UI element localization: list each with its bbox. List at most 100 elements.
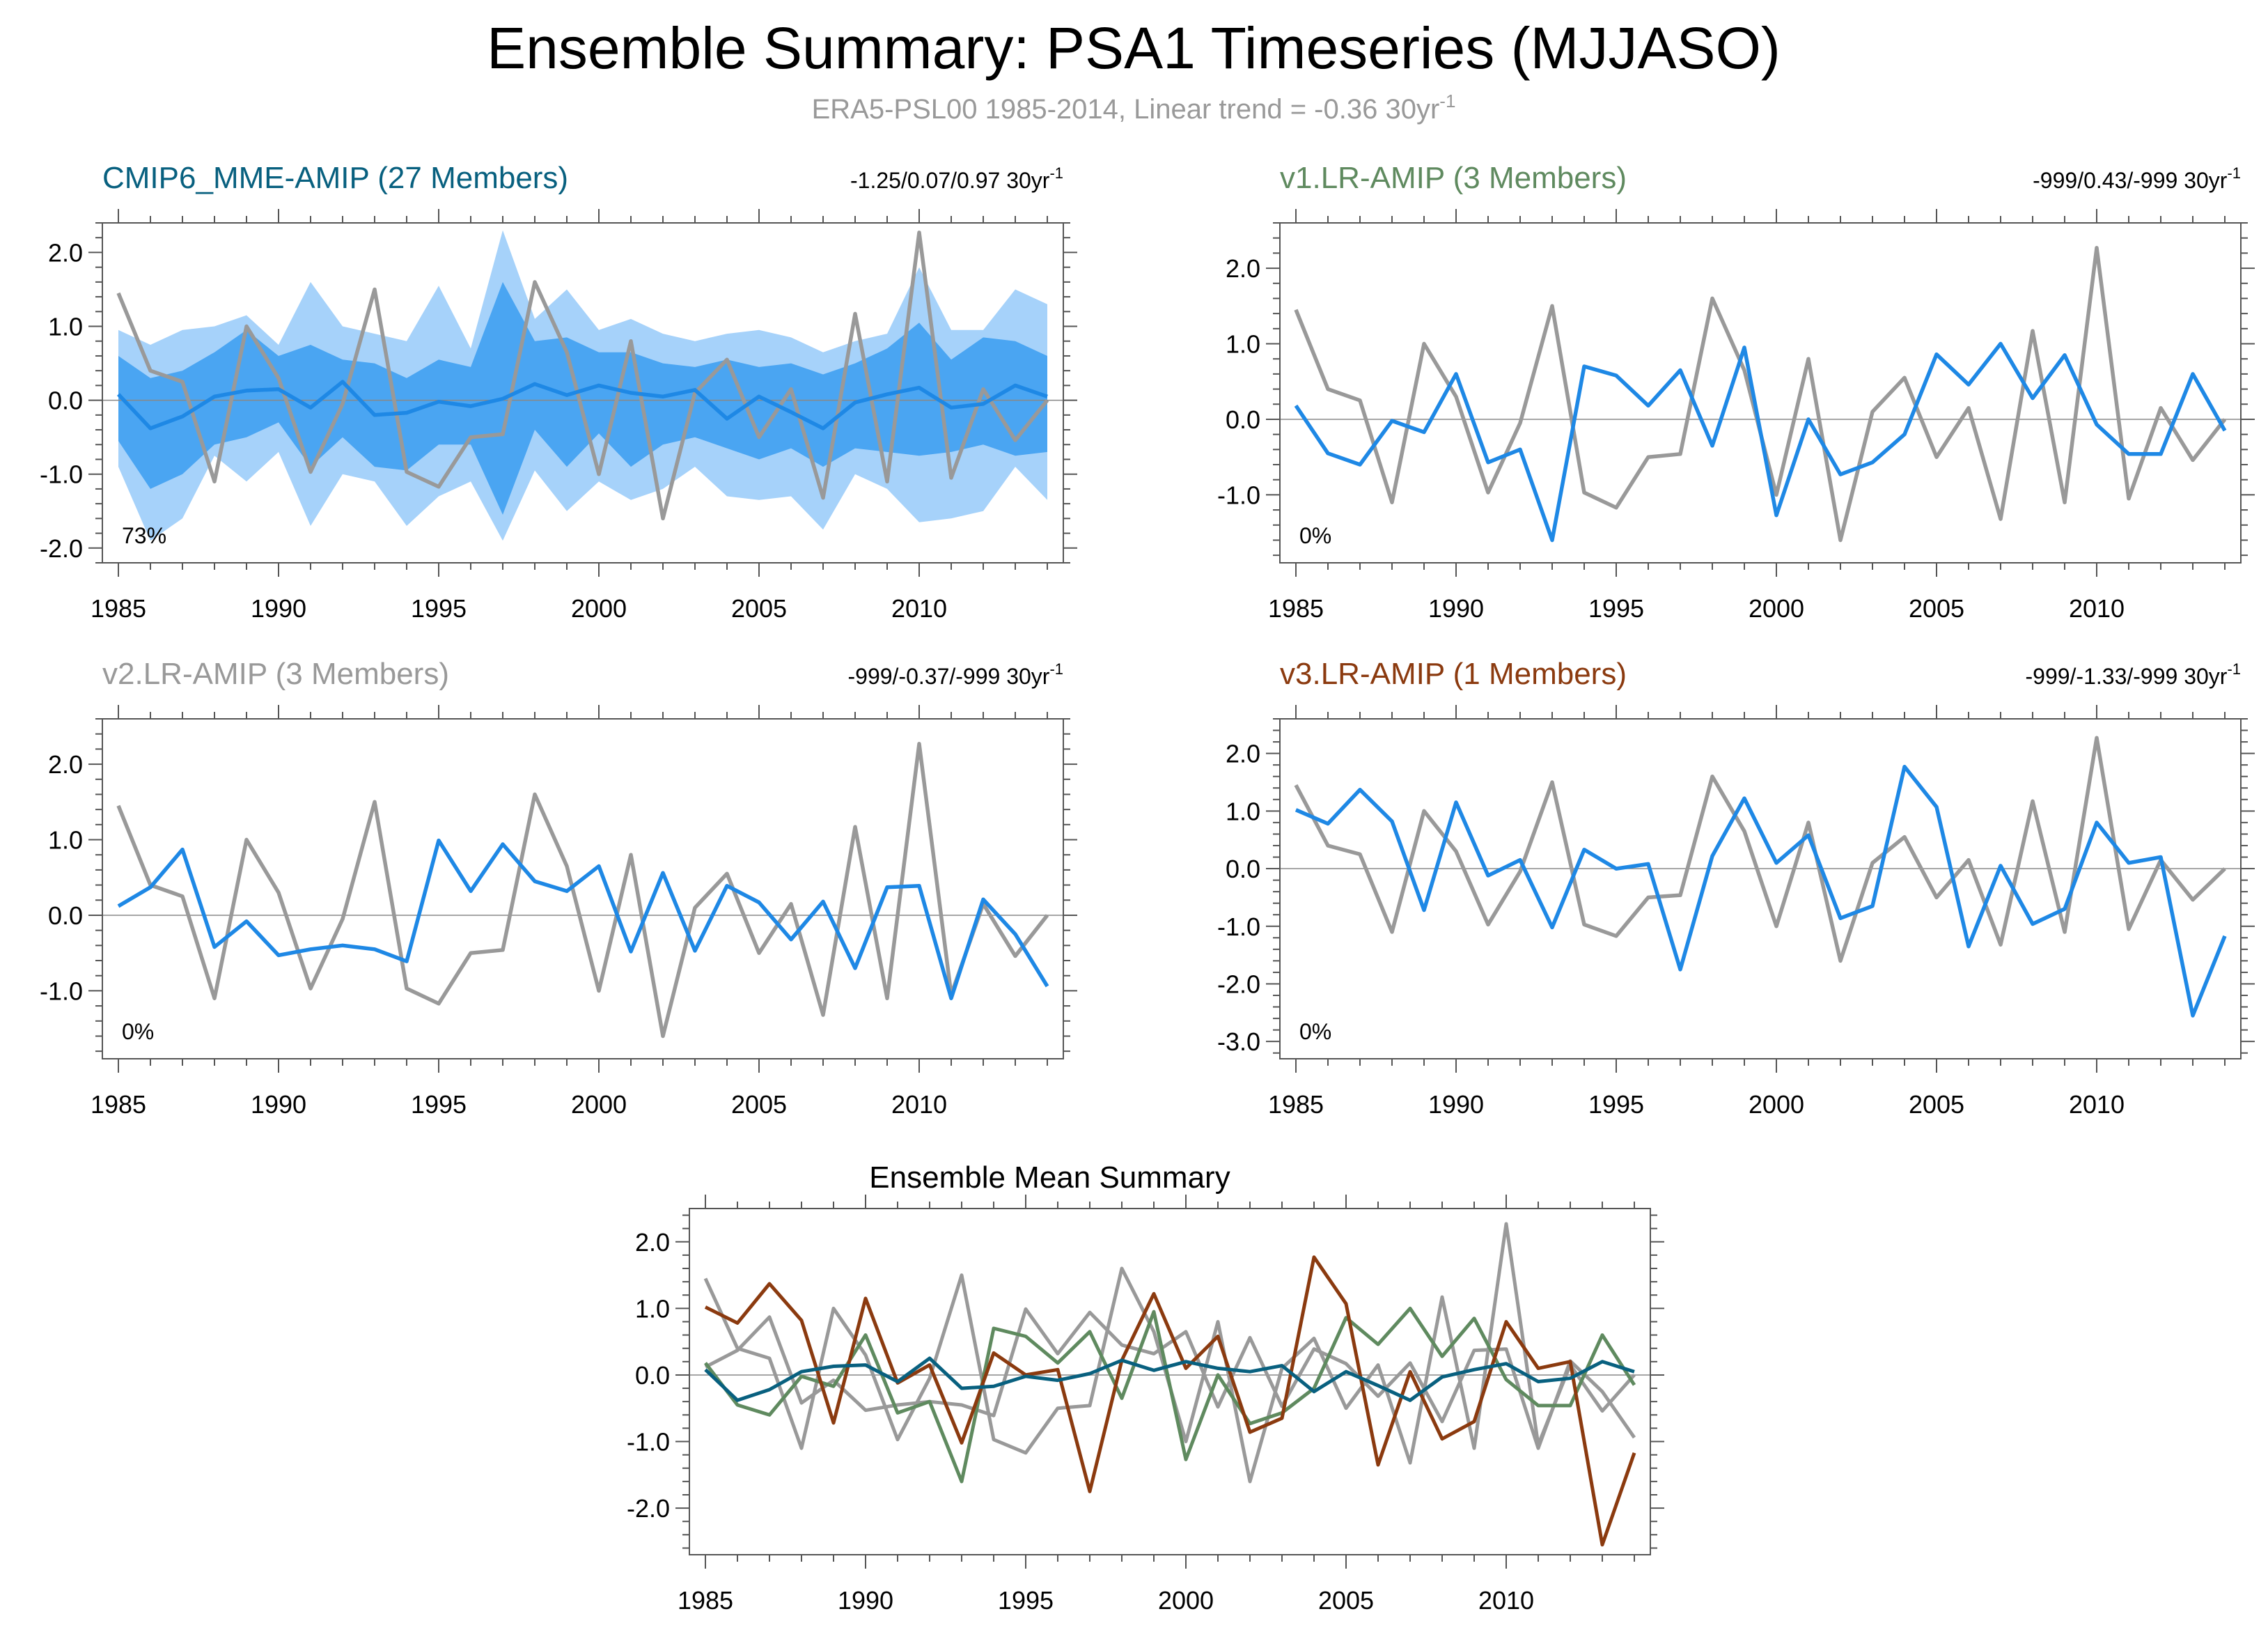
panel-title: v3.LR-AMIP (1 Members) — [1280, 657, 1627, 691]
xtick-label: 1990 — [1428, 594, 1484, 623]
ytick-label: -1.0 — [40, 977, 83, 1005]
ytick-label: 2.0 — [1226, 254, 1260, 283]
panel-title: v2.LR-AMIP (3 Members) — [102, 657, 449, 691]
xtick-label: 2005 — [731, 1090, 787, 1119]
xtick-label: 1995 — [1588, 594, 1644, 623]
ytick-label: -2.0 — [40, 534, 83, 563]
panel-title: CMIP6_MME-AMIP (27 Members) — [102, 161, 568, 195]
spread-band-inner — [118, 281, 1047, 515]
xtick-label: 2000 — [1749, 594, 1804, 623]
xtick-label: 1985 — [91, 594, 146, 623]
ytick-label: 0.0 — [1226, 855, 1260, 883]
series-v3-lr-amip — [1295, 764, 2227, 1018]
ytick-label: 1.0 — [1226, 797, 1260, 825]
plot-frame — [689, 1208, 1651, 1555]
ytick-label: 0.0 — [48, 901, 83, 930]
xtick-label: 2005 — [1909, 594, 1964, 623]
xtick-label: 1990 — [1428, 1090, 1484, 1119]
xtick-label: 2005 — [731, 594, 787, 623]
panel-v3: -3.0 -2.0 -1.0 0.0 1.0 2.0 1985 1990 1995 2000 200… — [1217, 657, 2255, 1119]
percent-label: 0% — [122, 1019, 154, 1044]
xtick-label: 2010 — [891, 1090, 947, 1119]
series-v2-lr-amip — [117, 838, 1049, 1000]
xtick-label: 2010 — [2069, 1090, 2125, 1119]
trend-label: -1.25/0.07/0.97 30yr-1 — [850, 164, 1063, 193]
ytick-label: 2.0 — [48, 750, 83, 779]
percent-label: 73% — [122, 523, 166, 548]
plot-area-cmip6 — [102, 230, 1063, 541]
panel-summary: -2.0 -1.0 0.0 1.0 2.0 1985 1990 1995 2000 2005 201… — [627, 1160, 1664, 1615]
xtick-label: 2005 — [1318, 1586, 1374, 1615]
ytick-label: 1.0 — [48, 826, 83, 855]
ytick-label: 2.0 — [48, 238, 83, 267]
plot-frame — [1279, 718, 2242, 1059]
plot-area-v2 — [102, 742, 1063, 1039]
ytick-label: -2.0 — [627, 1494, 670, 1523]
panel-title: v1.LR-AMIP (3 Members) — [1280, 161, 1627, 195]
plot-area-v3 — [1280, 736, 2241, 1018]
panels-group: -2.0 -1.0 0.0 1.0 2.0 1985 1990 1995 2000 2005 201… — [40, 161, 2255, 1615]
series-v1-lr-amip — [1294, 341, 2227, 543]
series-era5-psl00 — [116, 742, 1049, 1039]
xtick-label: 1990 — [251, 594, 306, 623]
ytick-label: -1.0 — [627, 1428, 670, 1457]
series-era5-psl00 — [116, 231, 1049, 521]
xtick-label: 2000 — [1749, 1090, 1804, 1119]
ytick-label: 0.0 — [635, 1361, 670, 1390]
xtick-label: 1985 — [678, 1586, 733, 1615]
figure-subtitle: ERA5-PSL00 1985-2014, Linear trend = -0.… — [812, 91, 1456, 125]
xtick-label: 2000 — [571, 1090, 627, 1119]
series-cmip6-mme-amip — [704, 1356, 1635, 1402]
panel-v1: -1.0 0.0 1.0 2.0 1985 1990 1995 2000 2005 2010 v1.… — [1217, 161, 2255, 623]
subtitle-main: ERA5-PSL00 1985-2014, Linear trend = -0.… — [812, 94, 1440, 125]
xtick-label: 1985 — [91, 1090, 146, 1119]
ytick-label: -1.0 — [40, 460, 83, 489]
trend-label: -999/-0.37/-999 30yr-1 — [847, 660, 1063, 689]
xtick-label: 1990 — [838, 1586, 893, 1615]
panel-v2: -1.0 0.0 1.0 2.0 1985 1990 1995 2000 2005 2010 v2.… — [40, 657, 1077, 1119]
xtick-label: 1990 — [251, 1090, 306, 1119]
ytick-label: 1.0 — [48, 313, 83, 341]
plot-area-summary — [689, 1222, 1650, 1547]
subtitle-sup: -1 — [1439, 91, 1455, 111]
ytick-label: -1.0 — [1217, 912, 1260, 941]
plot-frame — [102, 718, 1064, 1059]
ytick-label: -3.0 — [1217, 1027, 1260, 1056]
ytick-label: -1.0 — [1217, 481, 1260, 509]
ytick-label: 2.0 — [1226, 740, 1260, 768]
xtick-label: 1985 — [1268, 1090, 1324, 1119]
ytick-label: 2.0 — [635, 1228, 670, 1257]
xtick-label: 2000 — [1158, 1586, 1214, 1615]
trend-label: -999/0.43/-999 30yr-1 — [2033, 164, 2241, 193]
series-era5-psl00 — [1294, 246, 2227, 543]
series-v2-lr-amip — [704, 1307, 1636, 1450]
xtick-label: 2000 — [571, 594, 627, 623]
percent-label: 0% — [1299, 1019, 1331, 1044]
xtick-label: 2010 — [891, 594, 947, 623]
plot-frame — [1279, 222, 2242, 564]
trend-label: -999/-1.33/-999 30yr-1 — [2025, 660, 2241, 689]
panel-cmip6: -2.0 -1.0 0.0 1.0 2.0 1985 1990 1995 2000 2005 201… — [40, 161, 1077, 623]
series-cmip6-mme-amip — [116, 380, 1048, 430]
plot-frame — [102, 222, 1064, 564]
panel-title: Ensemble Mean Summary — [869, 1160, 1230, 1195]
xtick-label: 2005 — [1909, 1090, 1964, 1119]
ytick-label: 0.0 — [48, 387, 83, 415]
xtick-label: 1995 — [1588, 1090, 1644, 1119]
xtick-label: 2010 — [2069, 594, 2125, 623]
plot-area-v1 — [1280, 246, 2241, 543]
xtick-label: 1985 — [1268, 594, 1324, 623]
xtick-label: 1995 — [998, 1586, 1054, 1615]
xtick-label: 1995 — [411, 594, 467, 623]
series-v3-lr-amip — [704, 1255, 1636, 1547]
ytick-label: 0.0 — [1226, 405, 1260, 434]
figure-title: Ensemble Summary: PSA1 Timeseries (MJJAS… — [487, 15, 1781, 81]
ytick-label: 1.0 — [1226, 330, 1260, 359]
ytick-label: -2.0 — [1217, 970, 1260, 998]
series-v1-lr-amip — [704, 1306, 1636, 1484]
xtick-label: 2010 — [1478, 1586, 1534, 1615]
ytick-label: 1.0 — [635, 1294, 670, 1323]
xtick-label: 1995 — [411, 1090, 467, 1119]
percent-label: 0% — [1299, 523, 1331, 548]
